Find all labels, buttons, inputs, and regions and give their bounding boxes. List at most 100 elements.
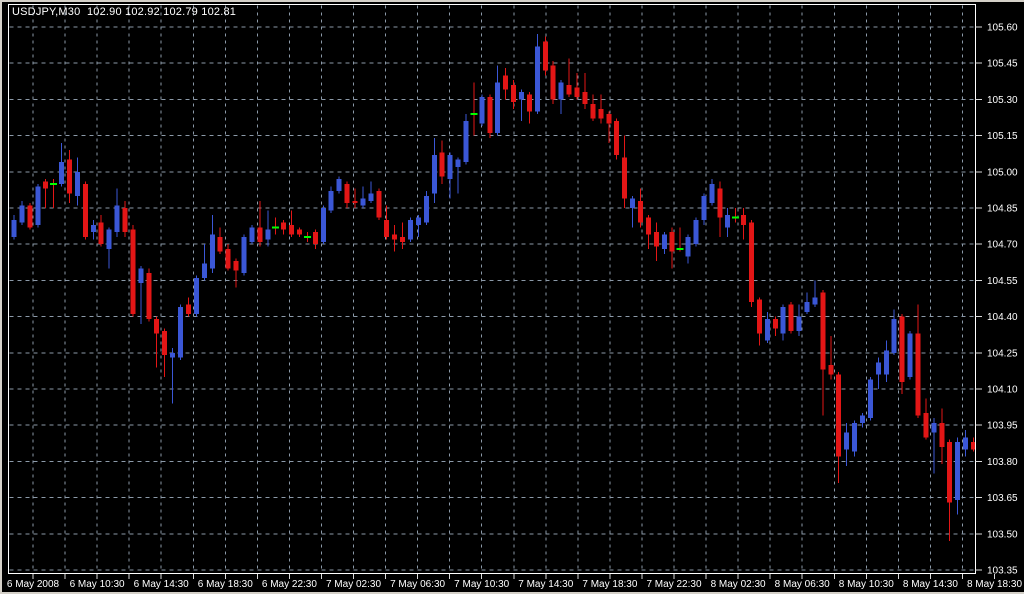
- candle-body-bull: [519, 92, 525, 100]
- candle-wick: [259, 200, 261, 247]
- candle-body-bear: [67, 159, 73, 194]
- candle-wick: [632, 195, 634, 228]
- candle-wick: [402, 222, 404, 250]
- candle-body-bull: [685, 236, 691, 257]
- doji-wick: [679, 227, 681, 252]
- doji-wick: [735, 208, 737, 223]
- candle-body-bull: [875, 362, 881, 375]
- candle-body-bull: [812, 297, 818, 305]
- candle-body-bull: [725, 215, 731, 228]
- price-label: 103.80: [987, 457, 1018, 468]
- window-border-left: [0, 0, 2, 594]
- candle-body-bear: [217, 236, 223, 252]
- candle-body-bull: [455, 159, 461, 167]
- price-label: 105.00: [987, 167, 1018, 178]
- doji-marker: [732, 216, 740, 219]
- candle-body-bull: [630, 198, 636, 208]
- candle-body-bull: [209, 234, 215, 269]
- candle-wick: [370, 181, 372, 204]
- doji-wick: [275, 217, 277, 235]
- candle-wick: [457, 157, 459, 194]
- candle-wick: [814, 280, 816, 307]
- candle-body-bull: [693, 220, 699, 245]
- candle-body-bear: [971, 442, 977, 450]
- candle-body-bull: [178, 306, 184, 358]
- candle-body-bear: [233, 261, 239, 271]
- candle-wick: [156, 316, 158, 368]
- candle-body-bear: [820, 292, 826, 370]
- candle-body-bear: [384, 220, 390, 237]
- chart-frame: [8, 4, 976, 574]
- candle-body-bull: [320, 208, 326, 242]
- candle-body-bull: [241, 236, 247, 274]
- candle-body-bear: [376, 191, 382, 218]
- candle-body-bear: [590, 104, 596, 119]
- candle-body-bull: [138, 268, 144, 283]
- candle-body-bull: [415, 217, 421, 225]
- price-label: 104.55: [987, 276, 1018, 287]
- time-label: 8 May 06:30: [775, 579, 830, 590]
- candle-body-bear: [947, 442, 953, 503]
- candle-body-bear: [669, 232, 675, 252]
- candle-body-bear: [352, 200, 358, 204]
- time-label: 6 May 2008: [7, 579, 60, 590]
- price-label: 103.50: [987, 529, 1018, 540]
- doji-marker: [470, 112, 478, 115]
- candle-body-bull: [860, 415, 866, 423]
- price-label: 104.85: [987, 204, 1018, 215]
- candle-body-bear: [162, 331, 168, 356]
- candle-body-bear: [756, 299, 762, 334]
- candle-body-bear: [503, 75, 509, 90]
- candle-body-bear: [598, 109, 604, 119]
- candle-body-bull: [90, 224, 96, 233]
- time-label: 6 May 22:30: [262, 579, 317, 590]
- candle-body-bull: [59, 162, 65, 184]
- time-label: 8 May 18:30: [967, 579, 1022, 590]
- candle-body-bear: [43, 181, 49, 189]
- candle-wick: [235, 258, 237, 288]
- candle-body-bull: [709, 183, 715, 204]
- candle-body-bull: [764, 319, 770, 341]
- time-label: 8 May 14:30: [903, 579, 958, 590]
- candle-body-bear: [98, 222, 104, 245]
- candle-wick: [576, 72, 578, 100]
- candle-body-bear: [146, 273, 152, 320]
- candle-wick: [417, 215, 419, 237]
- doji-marker: [676, 248, 684, 251]
- candle-body-bull: [558, 82, 564, 100]
- price-label: 105.15: [987, 131, 1018, 142]
- candle-body-bear: [836, 374, 842, 457]
- time-label: 7 May 10:30: [454, 579, 509, 590]
- candle-body-bear: [225, 249, 231, 269]
- window-border-top: [0, 0, 1024, 2]
- candle-body-bear: [344, 183, 350, 204]
- candle-body-bear: [566, 84, 572, 95]
- price-label: 105.30: [987, 95, 1018, 106]
- candle-body-bull: [891, 319, 897, 353]
- candle-body-bear: [939, 422, 945, 447]
- candle-body-bear: [622, 157, 628, 199]
- candle-body-bull: [479, 96, 485, 124]
- candle-body-bull: [193, 277, 199, 315]
- candle-body-bear: [400, 236, 406, 242]
- candle-body-bull: [844, 432, 850, 450]
- time-label: 6 May 14:30: [134, 579, 189, 590]
- price-label: 104.10: [987, 385, 1018, 396]
- price-label: 105.60: [987, 23, 1018, 34]
- candle-wick: [568, 58, 570, 97]
- candle-body-bull: [368, 193, 374, 201]
- candle-body-bear: [392, 234, 398, 240]
- chart-title: USDJPY,M30 102.90 102.92 102.79 102.81: [12, 6, 237, 18]
- candle-body-bull: [249, 227, 255, 242]
- candle-body-bear: [614, 121, 620, 155]
- candle-body-bear: [645, 217, 651, 235]
- time-label: 8 May 10:30: [839, 579, 894, 590]
- candle-body-bear: [574, 87, 580, 97]
- candle-body-bear: [154, 319, 160, 334]
- candle-body-bear: [511, 84, 517, 102]
- doji-marker: [50, 182, 58, 185]
- candle-body-bear: [122, 208, 128, 233]
- candle-body-bull: [408, 220, 413, 240]
- candle-body-bear: [788, 304, 794, 332]
